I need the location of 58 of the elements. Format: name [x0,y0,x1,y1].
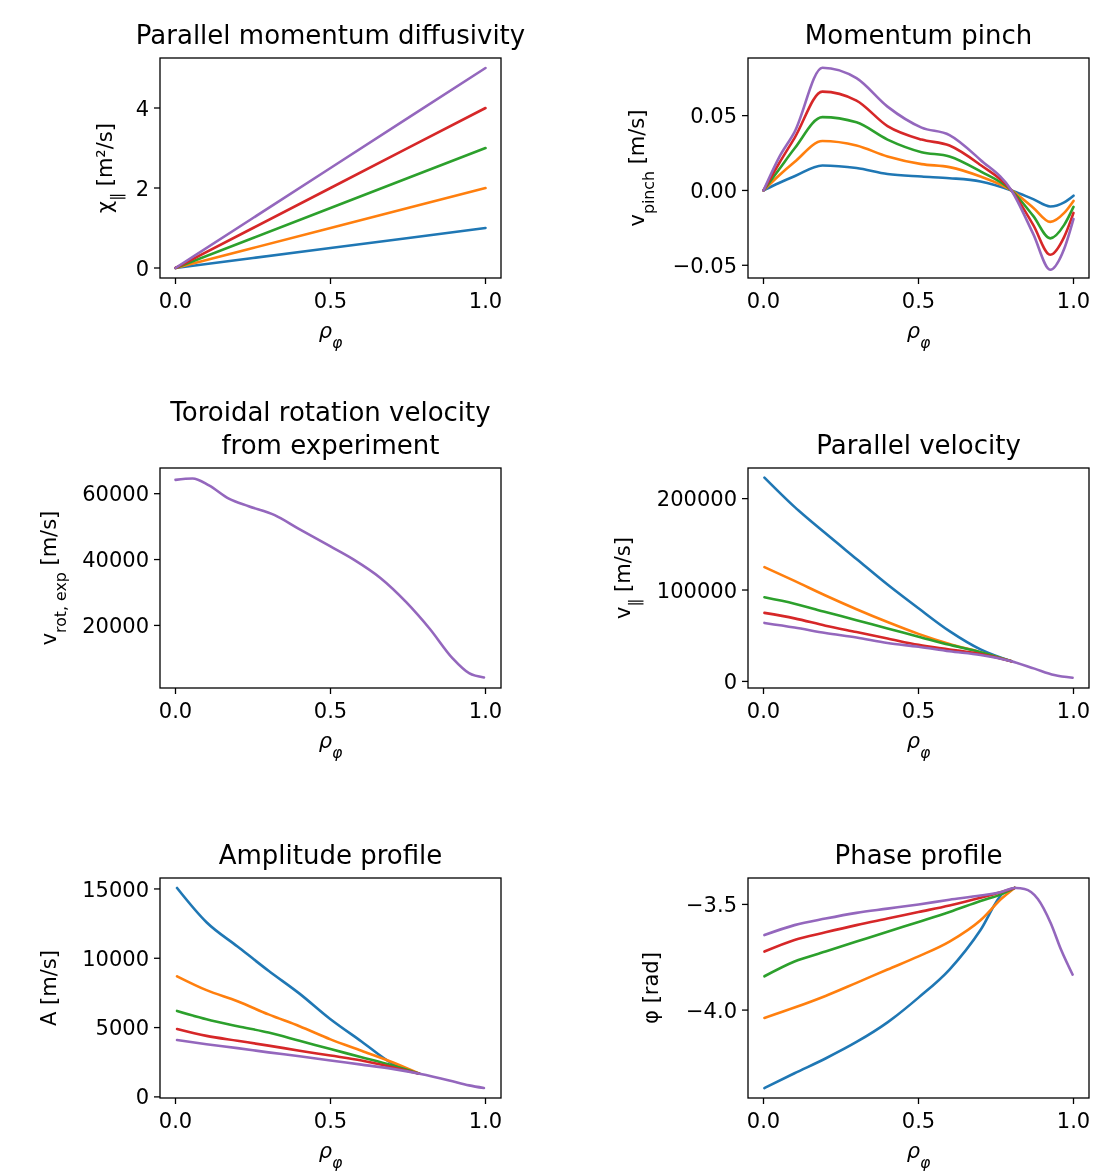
x-axis-title: ρ$_{φ}$ [906,1139,931,1172]
y-tick-label: 4 [135,96,149,121]
x-tick-label: 0.5 [313,699,348,723]
x-tick-label: 0.0 [158,289,193,313]
chart-title: Momentum pinch [804,20,1033,50]
y-axis-title: A [m/s] [37,950,61,1026]
line-series [762,66,1075,272]
y-tick-label: 0.05 [690,104,737,129]
chart-title: Amplitude profile [218,840,443,870]
y-tick-label: 2 [135,176,149,201]
y-tick-label: 0.00 [690,179,737,204]
y-tick-label: −4.0 [686,998,737,1023]
y-tick-label: 20000 [82,613,149,638]
x-tick-label: 0.5 [313,289,348,313]
x-tick-label: 0.0 [746,1109,781,1133]
line-series [762,164,1075,208]
y-tick-label: 5000 [95,1016,149,1041]
x-tick-label: 1.0 [468,289,503,313]
chart-title: Phase profile [834,840,1003,870]
x-tick-label: 0.0 [746,699,781,723]
y-tick-label: 10000 [82,946,149,971]
x-axis-title: ρ$_{φ}$ [906,729,931,762]
y-tick-label: 100000 [656,578,737,603]
y-tick-label: −0.05 [672,253,737,278]
x-tick-label: 1.0 [1056,699,1091,723]
chart-title: Parallel velocity [816,430,1021,460]
y-tick-label: 0 [135,1085,149,1110]
line-series [174,477,486,679]
x-tick-label: 0.0 [158,1109,193,1133]
chart-title: Parallel momentum diffusivity [135,20,526,50]
y-tick-label: 60000 [82,482,149,507]
x-axis-title: ρ$_{φ}$ [318,1139,343,1172]
y-tick-label: 15000 [82,877,149,902]
line-series [763,621,1074,680]
y-tick-label: 40000 [82,548,149,573]
x-tick-label: 1.0 [468,1109,503,1133]
x-tick-label: 0.5 [313,1109,348,1133]
line-series [763,886,1074,976]
x-axis-title: ρ$_{φ}$ [318,319,343,352]
x-tick-label: 0.0 [158,699,193,723]
x-tick-label: 0.5 [901,699,936,723]
x-tick-label: 0.0 [746,289,781,313]
x-tick-label: 1.0 [1056,1109,1091,1133]
line-series [762,90,1075,257]
y-tick-label: 200000 [656,487,737,512]
line-series [763,886,1016,1020]
line-series [175,1038,486,1090]
x-axis-title: ρ$_{φ}$ [906,319,931,352]
x-axis-title: ρ$_{φ}$ [318,729,343,762]
y-axis-title: φ [rad] [639,952,663,1024]
y-tick-label: −3.5 [686,892,737,917]
chart-title: Toroidal rotation velocity from experiment [169,397,491,460]
x-tick-label: 0.5 [901,289,936,313]
x-tick-label: 1.0 [1056,289,1091,313]
y-tick-label: 0 [723,669,737,694]
x-tick-label: 0.5 [901,1109,936,1133]
y-tick-label: 0 [135,256,149,281]
x-tick-label: 1.0 [468,699,503,723]
